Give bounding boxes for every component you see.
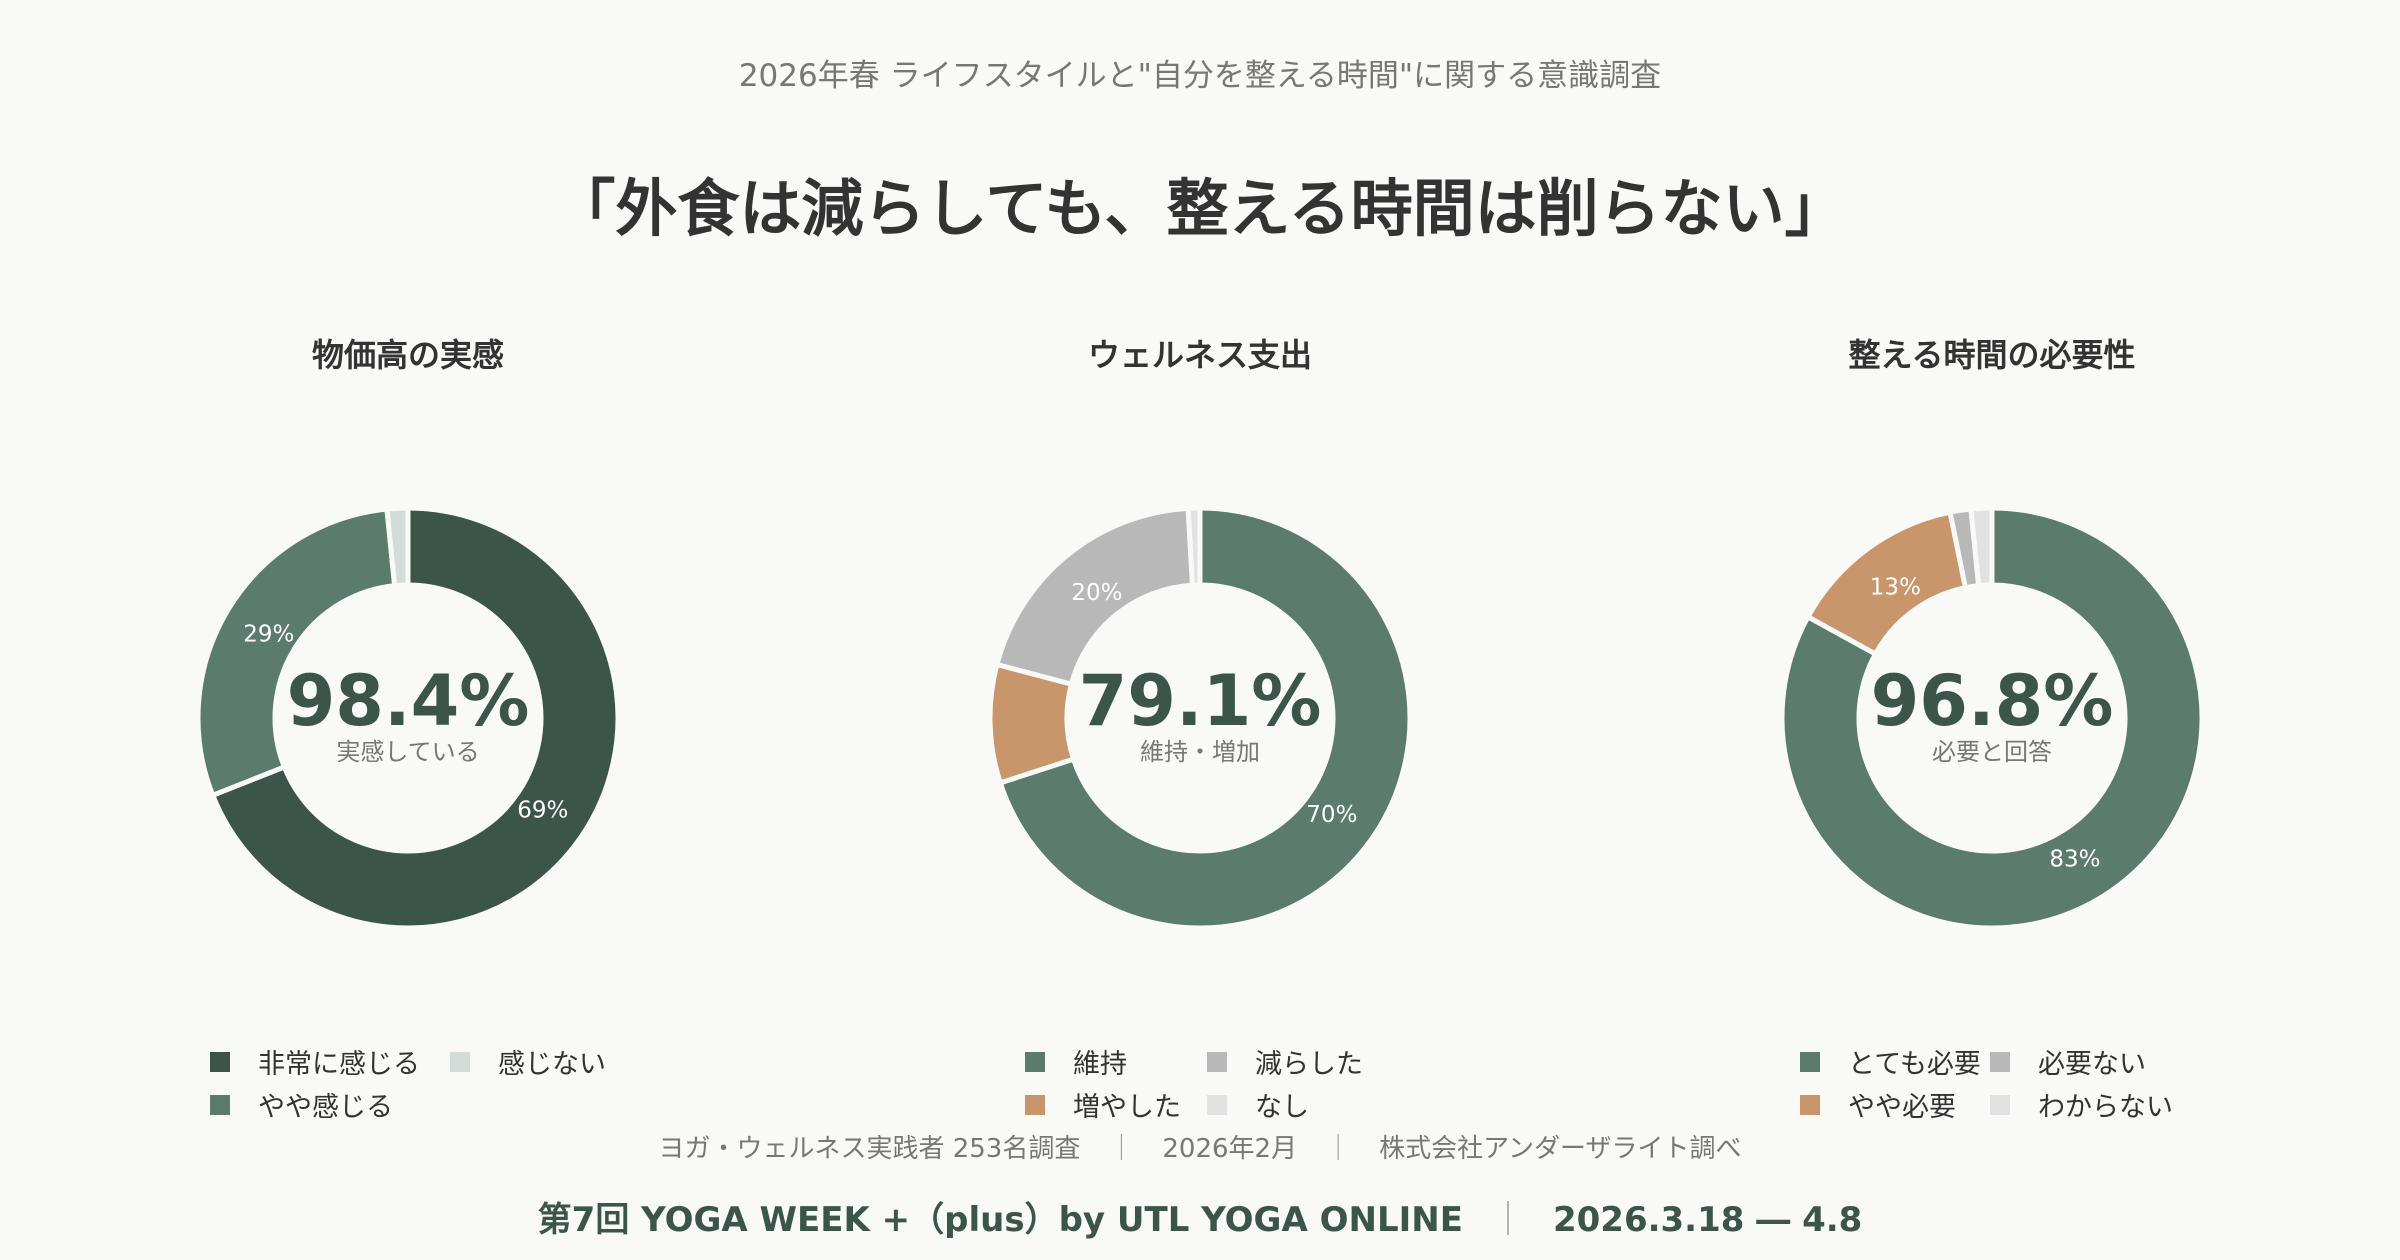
legend-swatch (450, 1051, 470, 1072)
donut-chart: 70% 20% (987, 505, 1413, 931)
chart-title: ウェルネス支出 (1087, 336, 1312, 374)
legend-swatch (1990, 1094, 2010, 1115)
legend-item: 非常に感じる (210, 1042, 420, 1081)
legend-label: 減らした (1255, 1049, 1363, 1080)
legend-item: とても必要 (1800, 1042, 1981, 1081)
legend-label: 感じない (498, 1049, 606, 1080)
slice-data-label: 69% (517, 798, 568, 824)
donut-slice (209, 505, 621, 931)
event-dates: 2026.3.18 ― 4.8 (1552, 1200, 1863, 1240)
slice-data-label: 83% (2049, 846, 2100, 872)
footnote-date: 2026年2月 (1162, 1134, 1298, 1164)
center-label: 実感している (336, 738, 480, 766)
legend-item: 増やした (1025, 1085, 1181, 1124)
donut-chart: 83% 13% (1779, 505, 2205, 931)
legend-label: なし (1255, 1092, 1309, 1123)
legend-swatch (210, 1051, 230, 1072)
legend-item: やや必要 (1800, 1085, 1956, 1124)
legend-swatch (1207, 1051, 1227, 1072)
donut-slice (997, 505, 1413, 931)
center-value: 96.8% (1870, 660, 2114, 742)
legend-swatch (210, 1094, 230, 1115)
divider: ｜ (1108, 1134, 1135, 1164)
donut-slice (1779, 505, 2205, 931)
donut-chart-panel: 物価高の実感 69% 29% 98.4% 実感している非常に感じる やや感じる 感じない (8, 320, 808, 1140)
donut-chart-panel: ウェルネス支出 70% 20% 79.1% 維持・増加維持増やした 減らしたなし (800, 320, 1600, 1140)
donut-chart: 69% 29% (195, 505, 621, 931)
event-footer: 第7回 YOGA WEEK +（plus）by UTL YOGA ONLINE ｜… (0, 1192, 2400, 1241)
footnote-sample: ヨガ・ウェルネス実践者 253名調査 (658, 1134, 1081, 1164)
legend-swatch (1800, 1094, 1820, 1115)
legend-item: 感じない (450, 1042, 606, 1081)
donut-slice (1185, 505, 1203, 588)
legend-swatch (1025, 1051, 1045, 1072)
legend-swatch (1800, 1051, 1820, 1072)
legend-item: 維持 (1025, 1042, 1127, 1081)
chart-title: 整える時間の必要性 (1848, 336, 2136, 374)
legend-swatch (1207, 1094, 1227, 1115)
legend-item: やや感じる (210, 1085, 393, 1124)
center-label: 必要と回答 (1932, 738, 2052, 766)
donut-chart-panel: 整える時間の必要性 83% 13% 96.8% 必要と回答とても必要やや必要 必要ないわか… (1592, 320, 2392, 1140)
legend-label: やや感じる (258, 1092, 393, 1123)
event-name: 第7回 YOGA WEEK +（plus）by UTL YOGA ONLINE (537, 1200, 1463, 1240)
slice-data-label: 13% (1870, 575, 1921, 601)
survey-subtitle: 2026年春 ライフスタイルと"自分を整える時間"に関する意識調査 (738, 58, 1662, 94)
chart-title: 物価高の実感 (311, 336, 504, 374)
divider: ｜ (1490, 1200, 1525, 1240)
legend-label: 非常に感じる (258, 1049, 420, 1080)
center-label: 維持・増加 (1140, 738, 1260, 766)
legend-item: 減らした (1207, 1042, 1363, 1081)
legend-label: やや必要 (1848, 1092, 1956, 1123)
slice-data-label: 70% (1306, 802, 1357, 828)
legend-item: なし (1207, 1085, 1309, 1124)
footnote-source: 株式会社アンダーザライト調べ (1379, 1134, 1742, 1164)
legend-item: わからない (1990, 1085, 2173, 1124)
center-value: 79.1% (1078, 660, 1322, 742)
legend-label: 維持 (1073, 1049, 1127, 1080)
legend-label: わからない (2038, 1092, 2173, 1123)
donut-slice (1968, 505, 1995, 589)
footnote: ヨガ・ウェルネス実践者 253名調査 ｜ 2026年2月 ｜ 株式会社アンダーザライト調… (0, 1128, 2400, 1165)
headline: 「外食は減らしても、整える時間は削らない」 (553, 172, 1847, 245)
slice-data-label: 29% (243, 621, 294, 647)
slice-data-label: 20% (1071, 580, 1122, 606)
legend-swatch (1025, 1094, 1045, 1115)
donut-slice (195, 506, 398, 799)
donut-slice (384, 505, 411, 589)
divider: ｜ (1325, 1134, 1352, 1164)
legend-swatch (1990, 1051, 2010, 1072)
legend-label: とても必要 (1848, 1049, 1981, 1080)
legend-label: 必要ない (2038, 1049, 2146, 1080)
legend-item: 必要ない (1990, 1042, 2146, 1081)
legend-label: 増やした (1073, 1092, 1181, 1123)
center-value: 98.4% (286, 660, 530, 742)
